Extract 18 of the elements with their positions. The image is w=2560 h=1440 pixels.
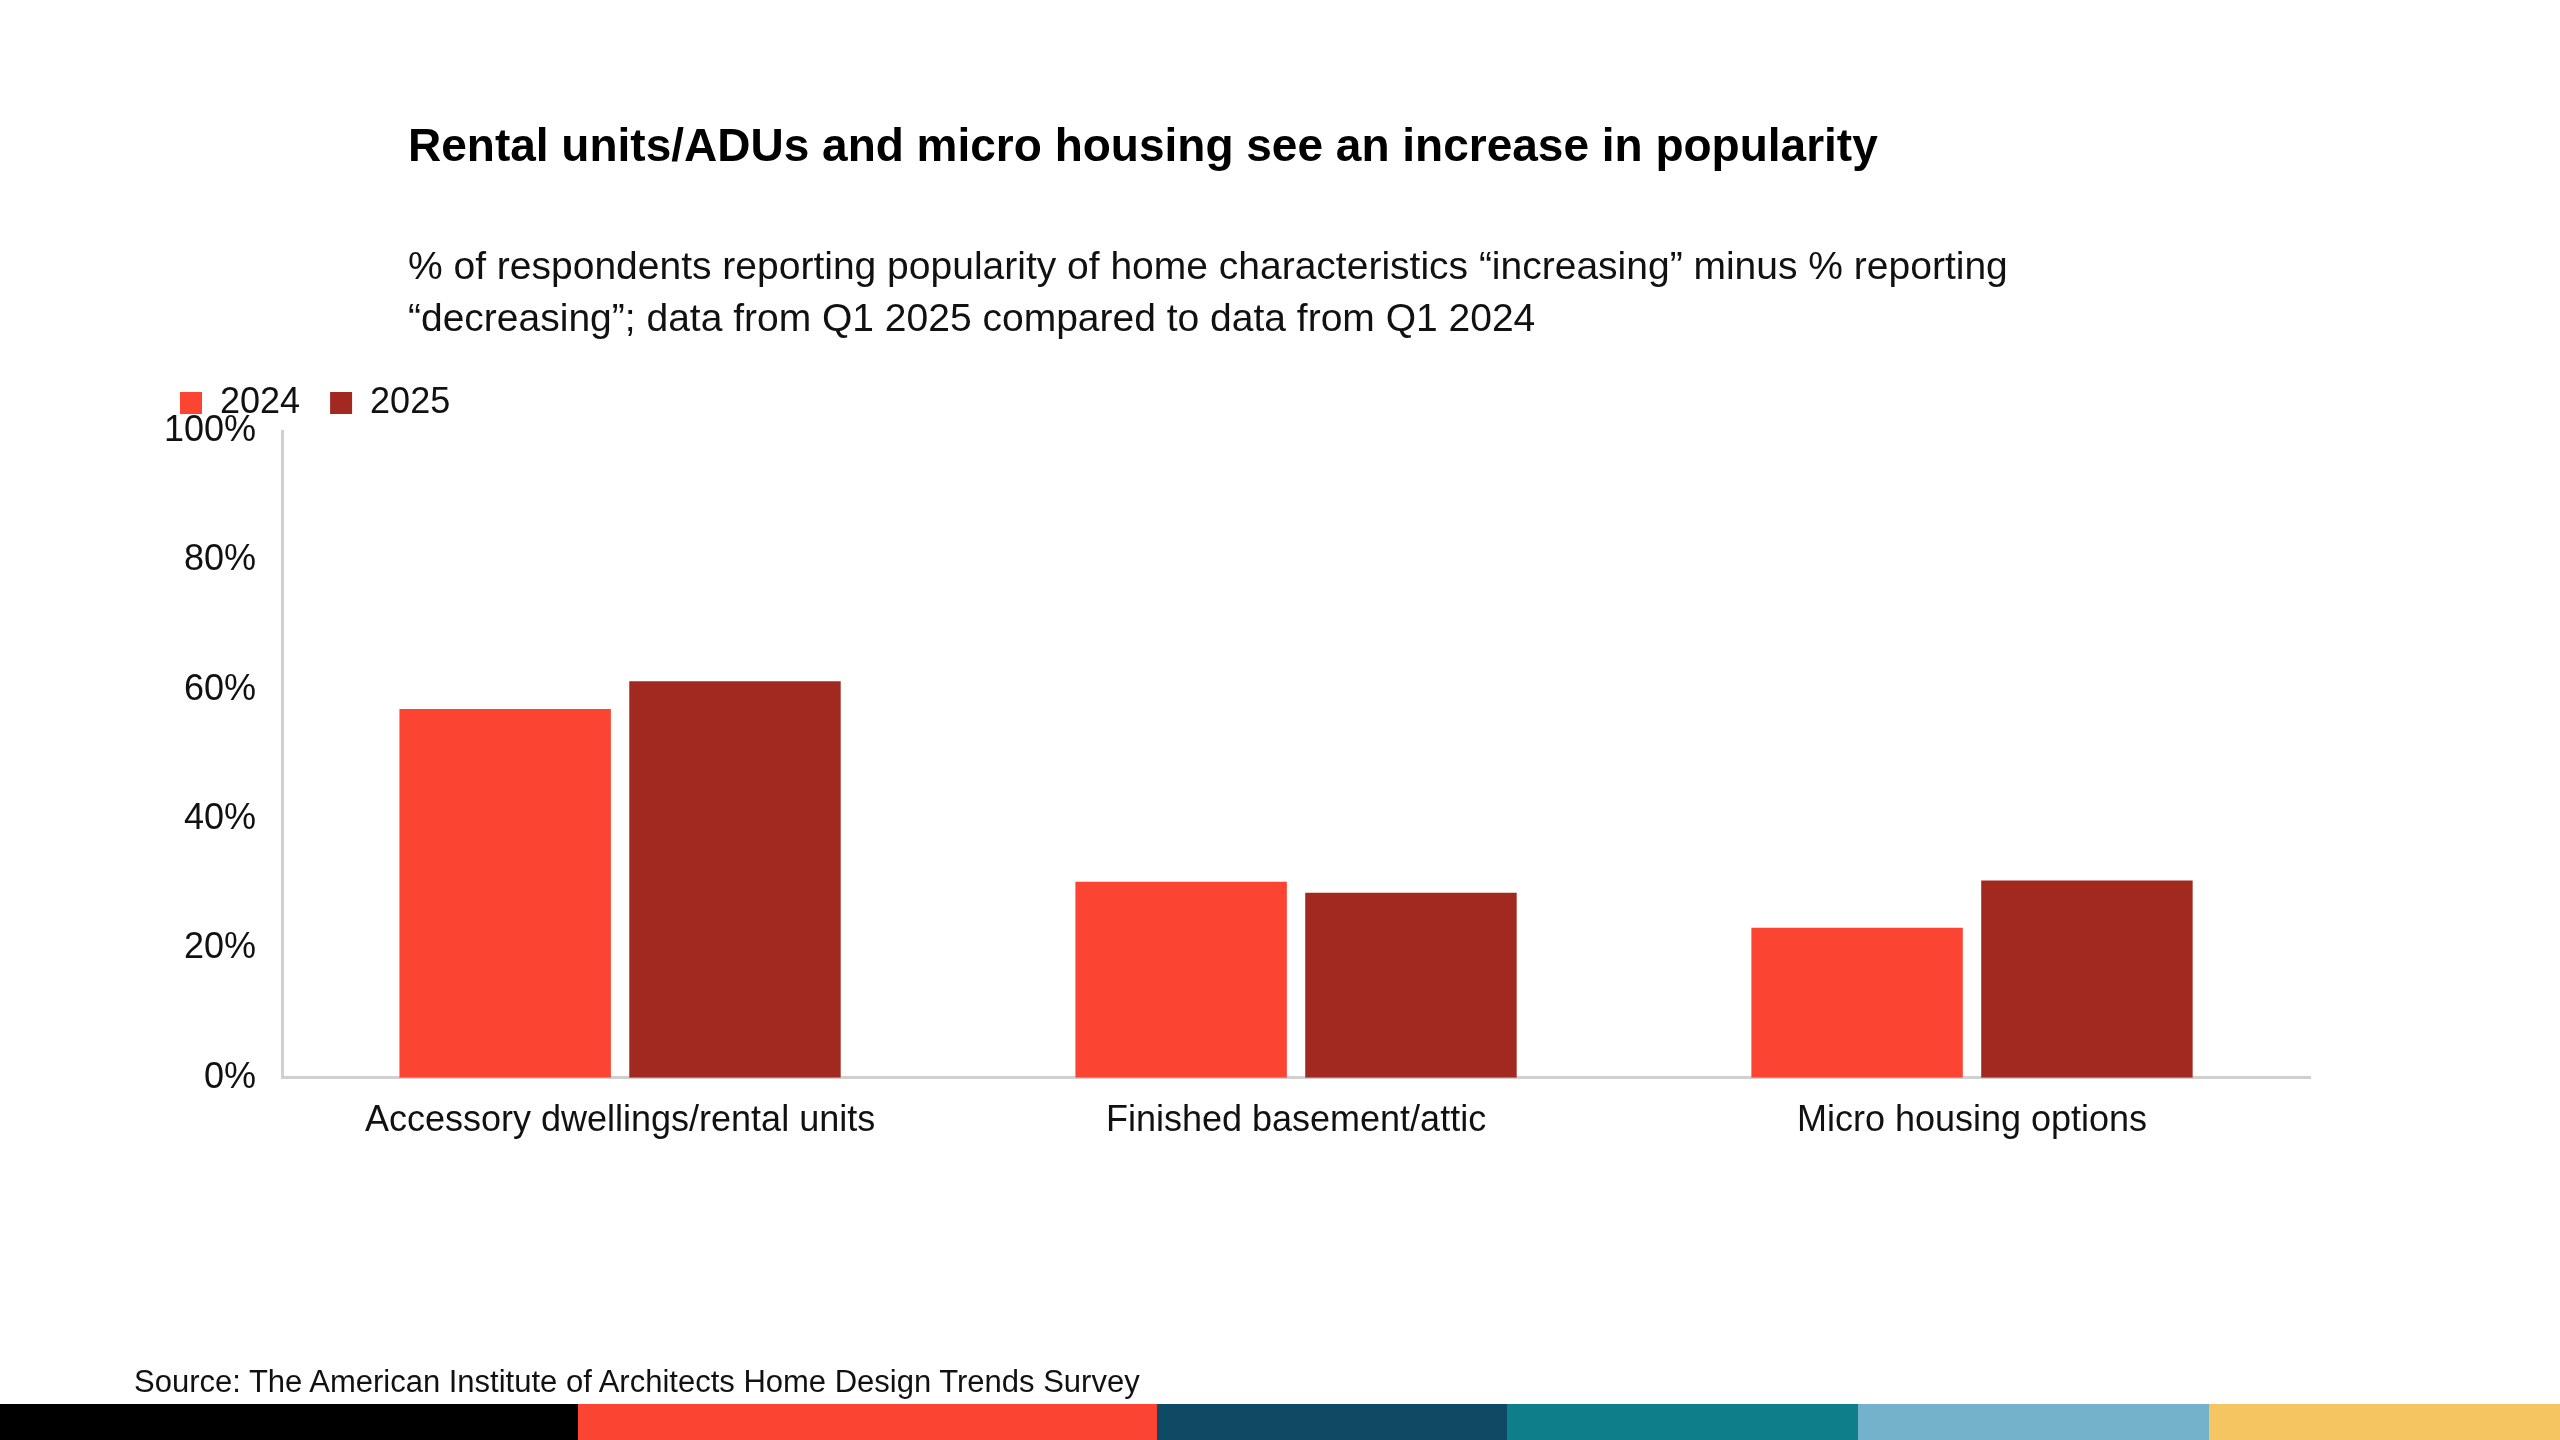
source-note: Source: The American Institute of Architects Home Design Trends Survey [134, 1364, 1140, 1400]
chart-subtitle: % of respondents reporting popularity of home characteristics “increasing” minus % reporting “decreasing”; data from Q1 2025 compared to data from Q1 2024 [408, 243, 2009, 341]
bar [399, 709, 611, 1078]
bar [1751, 927, 1963, 1078]
y-tick-label: 60% [184, 666, 257, 708]
chart-title: Rental units/ADUs and micro housing see an increase in popularity [408, 118, 1878, 172]
y-tick-label: 40% [184, 796, 257, 837]
x-tick-label: Accessory dwellings/rental units [364, 1098, 876, 1140]
y-tick-label: 20% [184, 925, 257, 967]
bar [1981, 880, 2193, 1078]
bar [1305, 892, 1517, 1078]
legend-label: 2025 [370, 379, 451, 421]
x-tick-label: Micro housing options [1796, 1098, 2148, 1140]
bar [1075, 881, 1287, 1078]
y-tick-label: 0% [204, 1054, 257, 1096]
bar [629, 681, 841, 1078]
x-tick-label: Finished basement/attic [1105, 1098, 1487, 1140]
y-tick-label: 80% [184, 537, 257, 579]
